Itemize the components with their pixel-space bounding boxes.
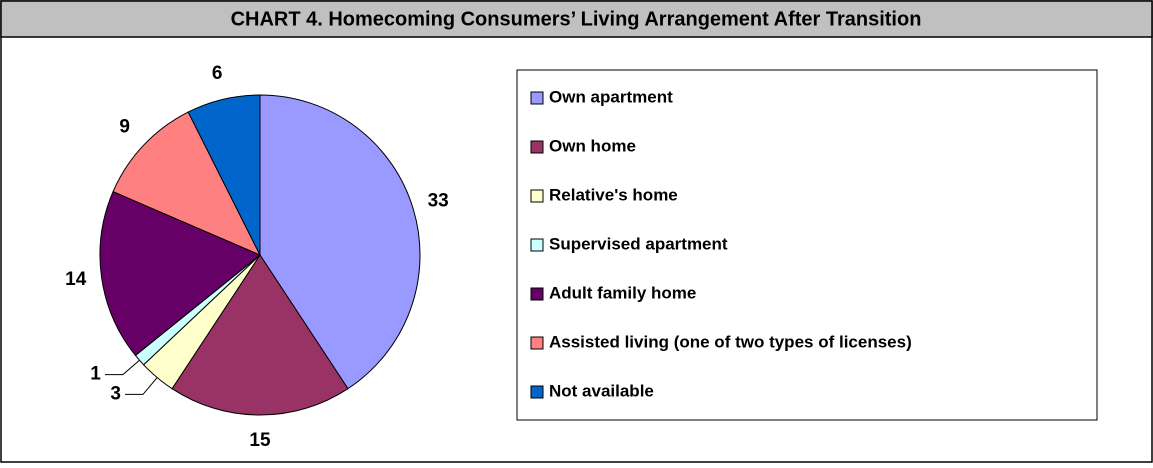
data-label: 33 [428,191,449,212]
legend-box [516,69,1098,421]
chart-title: CHART 4. Homecoming Consumers’ Living Ar… [231,8,922,30]
legend-swatch [530,238,544,252]
leader-line [104,359,140,376]
data-label: 1 [90,364,101,385]
pie-slice [112,111,262,257]
legend-label: Own apartment [549,87,673,106]
legend-label: Not available [549,381,654,400]
data-label: 9 [119,116,130,137]
pie-slice [187,94,261,256]
legend-swatch [530,140,544,154]
legend-swatch [530,385,544,399]
legend-label: Adult family home [549,283,696,302]
legend-label: Relative's home [549,185,678,204]
pie-slice [99,190,261,357]
title-bar [0,0,1153,38]
legend-swatch [530,91,544,105]
pie-slice [171,254,349,416]
data-label: 6 [212,63,223,84]
data-label: 3 [110,383,121,404]
data-label: 15 [249,430,271,451]
legend-swatch [530,287,544,301]
legend-swatch [530,336,544,350]
legend-label: Assisted living (one of two types of lic… [549,332,912,351]
leader-line [125,377,158,395]
legend-label: Own home [549,136,636,155]
data-label: 14 [65,269,87,290]
legend-label: Supervised apartment [549,234,728,253]
legend-swatch [530,189,544,203]
